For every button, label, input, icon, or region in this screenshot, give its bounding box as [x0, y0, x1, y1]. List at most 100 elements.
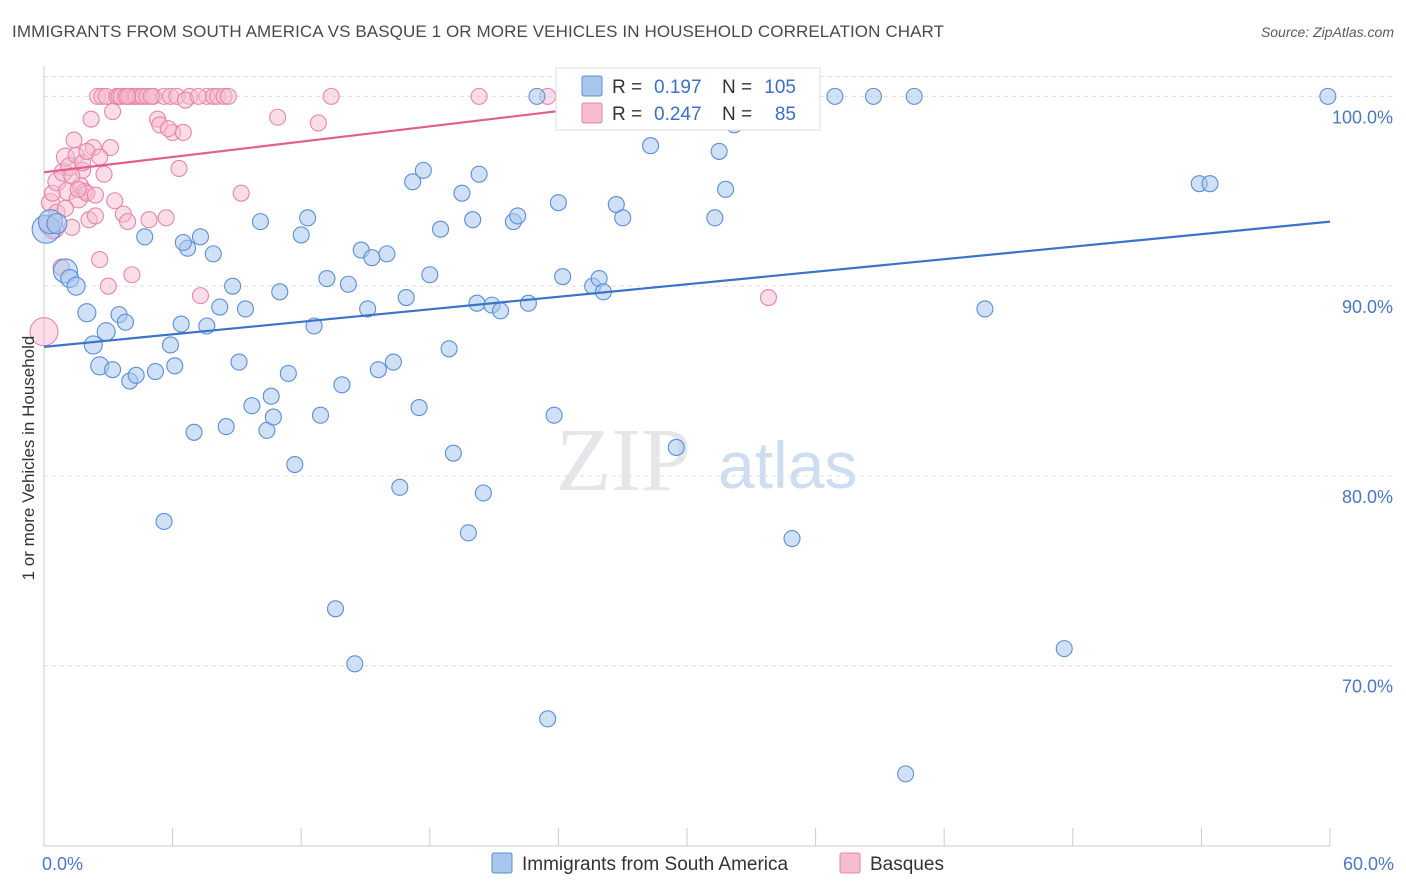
south-america-point-23 [191, 228, 210, 246]
watermark-atlas: atlas [718, 428, 857, 502]
south-america-point-43 [326, 600, 345, 618]
south-america-point-28 [224, 277, 242, 295]
south-america-point-64 [464, 211, 482, 229]
south-america-point-2 [46, 212, 68, 235]
south-america-point-76 [554, 268, 572, 286]
south-america-point-42 [318, 270, 336, 288]
south-america-point-75 [549, 194, 567, 212]
south-america-point-50 [369, 361, 387, 379]
watermark: ZIP atlas [556, 411, 857, 510]
basques-point-0 [29, 317, 59, 347]
source-credit: Source: ZipAtlas.com [1260, 24, 1394, 40]
stats-legend-r-value-1: 0.197 [654, 77, 702, 98]
stats-legend-n-value-2: 85 [775, 104, 796, 125]
south-america-point-71 [519, 294, 537, 312]
south-america-point-87 [710, 142, 728, 160]
south-america-point-63 [459, 524, 477, 542]
south-america-point-34 [264, 408, 282, 426]
grid-layer [44, 75, 1394, 667]
basques-point-29 [101, 139, 119, 157]
basques-point-24 [91, 251, 109, 269]
south-america-point-16 [146, 362, 165, 381]
south-america-point-86 [706, 209, 724, 227]
chart-title: IMMIGRANTS FROM SOUTH AMERICA VS BASQUE … [12, 22, 945, 41]
basques-point-48 [157, 209, 175, 227]
basques-point-12 [65, 131, 83, 149]
south-america-point-72 [528, 87, 546, 105]
legend-label-south-america: Immigrants from South America [522, 854, 789, 875]
basques-point-20 [82, 110, 100, 128]
south-america-point-22 [185, 423, 203, 441]
legend-swatch-south-america [491, 852, 513, 874]
south-america-point-54 [397, 288, 415, 307]
south-america-point-29 [230, 353, 248, 371]
basques-point-43 [140, 211, 158, 229]
south-america-point-61 [444, 444, 462, 462]
south-america-point-46 [346, 655, 364, 673]
south-america-point-59 [431, 220, 450, 238]
south-america-point-57 [414, 161, 432, 179]
x-tick-label-max: 60.0% [1343, 854, 1394, 874]
basques-point-75 [159, 120, 177, 138]
south-america-point-88 [717, 180, 735, 198]
south-america-point-62 [453, 184, 471, 202]
south-america-point-82 [614, 209, 632, 227]
south-america-point-55 [404, 173, 422, 191]
south-america-point-93 [826, 87, 844, 105]
stats-legend-swatch-pink [581, 102, 603, 124]
basques-point-53 [174, 123, 192, 141]
basques-point-73 [106, 192, 124, 210]
basques-point-81 [69, 180, 87, 198]
south-america-point-103 [262, 387, 280, 405]
stats-legend-r-value-2: 0.247 [654, 104, 702, 125]
south-america-point-44 [333, 376, 351, 394]
south-america-point-53 [391, 478, 409, 496]
basques-point-52 [170, 159, 188, 178]
south-america-point-9 [96, 322, 116, 342]
basques-point-64 [322, 87, 340, 105]
basques-point-79 [189, 87, 207, 105]
south-america-point-97 [976, 300, 994, 318]
south-america-point-68 [491, 302, 510, 320]
basques-point-55 [191, 287, 210, 305]
south-america-point-60 [440, 340, 458, 358]
south-america-point-98 [1055, 640, 1073, 658]
stats-legend-r-label-2: R = [612, 104, 642, 125]
south-america-point-14 [127, 366, 145, 384]
south-america-point-26 [211, 298, 229, 316]
south-america-point-35 [271, 283, 289, 301]
south-america-point-12 [116, 313, 134, 331]
south-america-point-39 [299, 209, 317, 227]
y-axis-label: 1 or more Vehicles in Household [19, 336, 38, 581]
y-tick-label-90: 90.0% [1342, 297, 1393, 317]
basques-point-36 [119, 213, 137, 231]
y-tick-label-100: 100.0% [1332, 107, 1393, 127]
south-america-point-92 [783, 530, 801, 548]
basques-point-68 [759, 288, 777, 307]
south-america-point-94 [864, 87, 883, 105]
south-america-point-18 [161, 336, 180, 354]
basques-point-62 [269, 108, 287, 126]
stats-legend-n-value-1: 105 [764, 77, 796, 98]
basques-point-82 [91, 148, 109, 166]
stats-legend: R = 0.197 N = 105 R = 0.247 N = 85 [555, 67, 821, 131]
south-america-point-84 [667, 438, 685, 457]
basques-point-72 [86, 207, 104, 225]
south-america-point-6 [77, 303, 97, 323]
south-america-point-104 [470, 165, 488, 183]
south-america-point-41 [311, 406, 330, 424]
bottom-legend: Immigrants from South America Basques [491, 852, 944, 875]
south-america-point-58 [421, 266, 439, 284]
basques-point-61 [232, 184, 250, 202]
south-america-point-7 [83, 335, 103, 355]
basques-point-65 [470, 87, 488, 105]
south-america-point-56 [410, 399, 428, 417]
south-america-point-73 [539, 710, 557, 728]
stats-legend-r-label-1: R = [612, 77, 642, 98]
south-america-trend-line [43, 220, 1331, 348]
south-america-point-96 [905, 87, 923, 105]
y-tick-label-70: 70.0% [1342, 677, 1393, 697]
watermark-zip: ZIP [556, 411, 691, 510]
south-america-point-5 [66, 276, 86, 296]
